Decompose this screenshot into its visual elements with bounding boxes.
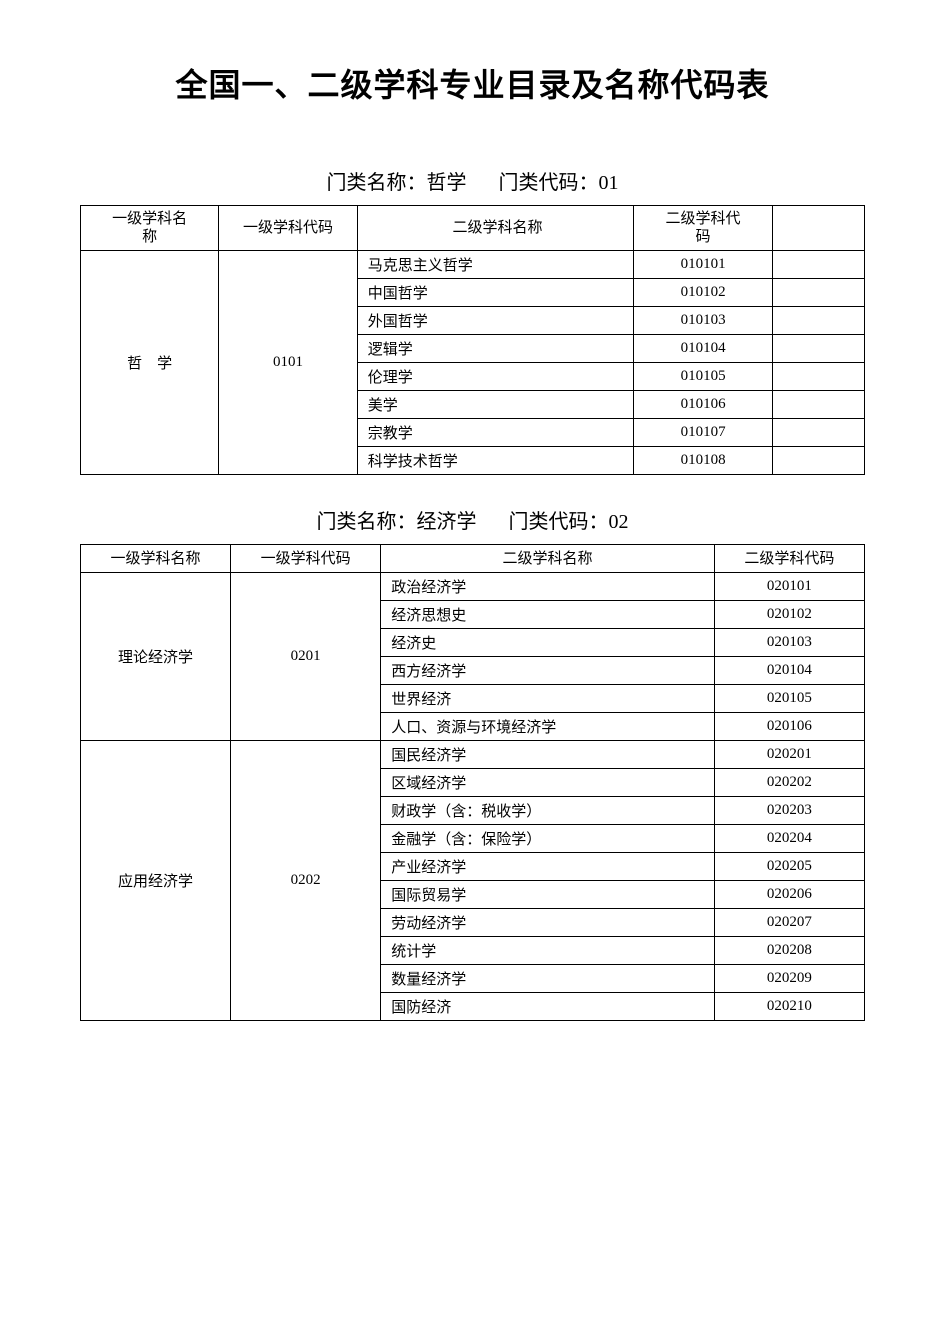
header-l1-name: 一级学科名称	[81, 545, 231, 573]
section1-table: 一级学科名称 一级学科代码 二级学科名称 二级学科代码 哲 学 0101 马克思…	[80, 205, 865, 475]
l2-name-cell: 区域经济学	[381, 769, 715, 797]
l2-name-cell: 伦理学	[357, 363, 634, 391]
extra-cell	[772, 447, 864, 475]
l2-name-cell: 科学技术哲学	[357, 447, 634, 475]
l2-code-cell: 010107	[634, 419, 772, 447]
l2-code-cell: 010106	[634, 391, 772, 419]
extra-cell	[772, 419, 864, 447]
l2-code-cell: 020207	[714, 909, 864, 937]
l2-code-cell: 020106	[714, 713, 864, 741]
table-row: 哲 学 0101 马克思主义哲学 010101	[81, 251, 865, 279]
l2-name-cell: 世界经济	[381, 685, 715, 713]
l2-code-cell: 010104	[634, 335, 772, 363]
l1-name-cell: 理论经济学	[81, 573, 231, 741]
extra-cell	[772, 363, 864, 391]
l1-name-cell: 哲 学	[81, 251, 219, 475]
extra-cell	[772, 251, 864, 279]
l2-code-cell: 010102	[634, 279, 772, 307]
l2-code-cell: 020104	[714, 657, 864, 685]
section1-category-title: 门类名称：哲学 门类代码：01	[80, 166, 865, 195]
table-header-row: 一级学科名称 一级学科代码 二级学科名称 二级学科代码	[81, 206, 865, 251]
l2-name-cell: 数量经济学	[381, 965, 715, 993]
section2-category-name: 经济学	[417, 511, 477, 533]
l2-name-cell: 经济思想史	[381, 601, 715, 629]
l2-code-cell: 020210	[714, 993, 864, 1021]
l2-name-cell: 国民经济学	[381, 741, 715, 769]
header-extra	[772, 206, 864, 251]
header-l2-name: 二级学科名称	[381, 545, 715, 573]
l2-name-cell: 人口、资源与环境经济学	[381, 713, 715, 741]
table-header-row: 一级学科名称 一级学科代码 二级学科名称 二级学科代码	[81, 545, 865, 573]
section2-category-title: 门类名称：经济学 门类代码：02	[80, 505, 865, 534]
l2-name-cell: 产业经济学	[381, 853, 715, 881]
l2-code-cell: 020204	[714, 825, 864, 853]
l2-name-cell: 宗教学	[357, 419, 634, 447]
l2-code-cell: 010101	[634, 251, 772, 279]
l2-name-cell: 劳动经济学	[381, 909, 715, 937]
l2-code-cell: 020206	[714, 881, 864, 909]
l2-name-cell: 政治经济学	[381, 573, 715, 601]
l2-name-cell: 财政学（含：税收学）	[381, 797, 715, 825]
l2-code-cell: 010108	[634, 447, 772, 475]
l2-code-cell: 020202	[714, 769, 864, 797]
l2-code-cell: 010105	[634, 363, 772, 391]
header-l1-name: 一级学科名称	[81, 206, 219, 251]
l2-code-cell: 020105	[714, 685, 864, 713]
l2-name-cell: 经济史	[381, 629, 715, 657]
l1-code-cell: 0202	[231, 741, 381, 1021]
l1-name-cell: 应用经济学	[81, 741, 231, 1021]
page-title: 全国一、二级学科专业目录及名称代码表	[80, 60, 865, 106]
l2-code-cell: 020203	[714, 797, 864, 825]
l2-name-cell: 逻辑学	[357, 335, 634, 363]
l2-name-cell: 马克思主义哲学	[357, 251, 634, 279]
l2-code-cell: 020209	[714, 965, 864, 993]
l2-code-cell: 020201	[714, 741, 864, 769]
l2-code-cell: 020208	[714, 937, 864, 965]
category-code-prefix: 门类代码：	[499, 172, 599, 194]
extra-cell	[772, 307, 864, 335]
section1-category-name: 哲学	[427, 172, 467, 194]
section2-table: 一级学科名称 一级学科代码 二级学科名称 二级学科代码 理论经济学 0201 政…	[80, 544, 865, 1021]
category-name-prefix: 门类名称：	[317, 511, 417, 533]
header-l2-code: 二级学科代码	[714, 545, 864, 573]
l2-name-cell: 西方经济学	[381, 657, 715, 685]
l2-name-cell: 国际贸易学	[381, 881, 715, 909]
section2-category-code: 02	[609, 511, 629, 533]
l2-code-cell: 020103	[714, 629, 864, 657]
l2-name-cell: 美学	[357, 391, 634, 419]
table-row: 理论经济学 0201 政治经济学 020101	[81, 573, 865, 601]
header-l2-code: 二级学科代码	[634, 206, 772, 251]
l2-name-cell: 统计学	[381, 937, 715, 965]
l2-code-cell: 020101	[714, 573, 864, 601]
section1-category-code: 01	[599, 172, 619, 194]
header-l1-code: 一级学科代码	[231, 545, 381, 573]
l2-code-cell: 020205	[714, 853, 864, 881]
l2-code-cell: 010103	[634, 307, 772, 335]
header-l1-code: 一级学科代码	[219, 206, 357, 251]
extra-cell	[772, 335, 864, 363]
header-l2-name: 二级学科名称	[357, 206, 634, 251]
extra-cell	[772, 391, 864, 419]
table-row: 应用经济学 0202 国民经济学 020201	[81, 741, 865, 769]
l2-name-cell: 外国哲学	[357, 307, 634, 335]
category-code-prefix: 门类代码：	[509, 511, 609, 533]
l2-name-cell: 中国哲学	[357, 279, 634, 307]
category-name-prefix: 门类名称：	[327, 172, 427, 194]
l2-code-cell: 020102	[714, 601, 864, 629]
l2-name-cell: 国防经济	[381, 993, 715, 1021]
l1-code-cell: 0201	[231, 573, 381, 741]
extra-cell	[772, 279, 864, 307]
l2-name-cell: 金融学（含：保险学）	[381, 825, 715, 853]
l1-code-cell: 0101	[219, 251, 357, 475]
